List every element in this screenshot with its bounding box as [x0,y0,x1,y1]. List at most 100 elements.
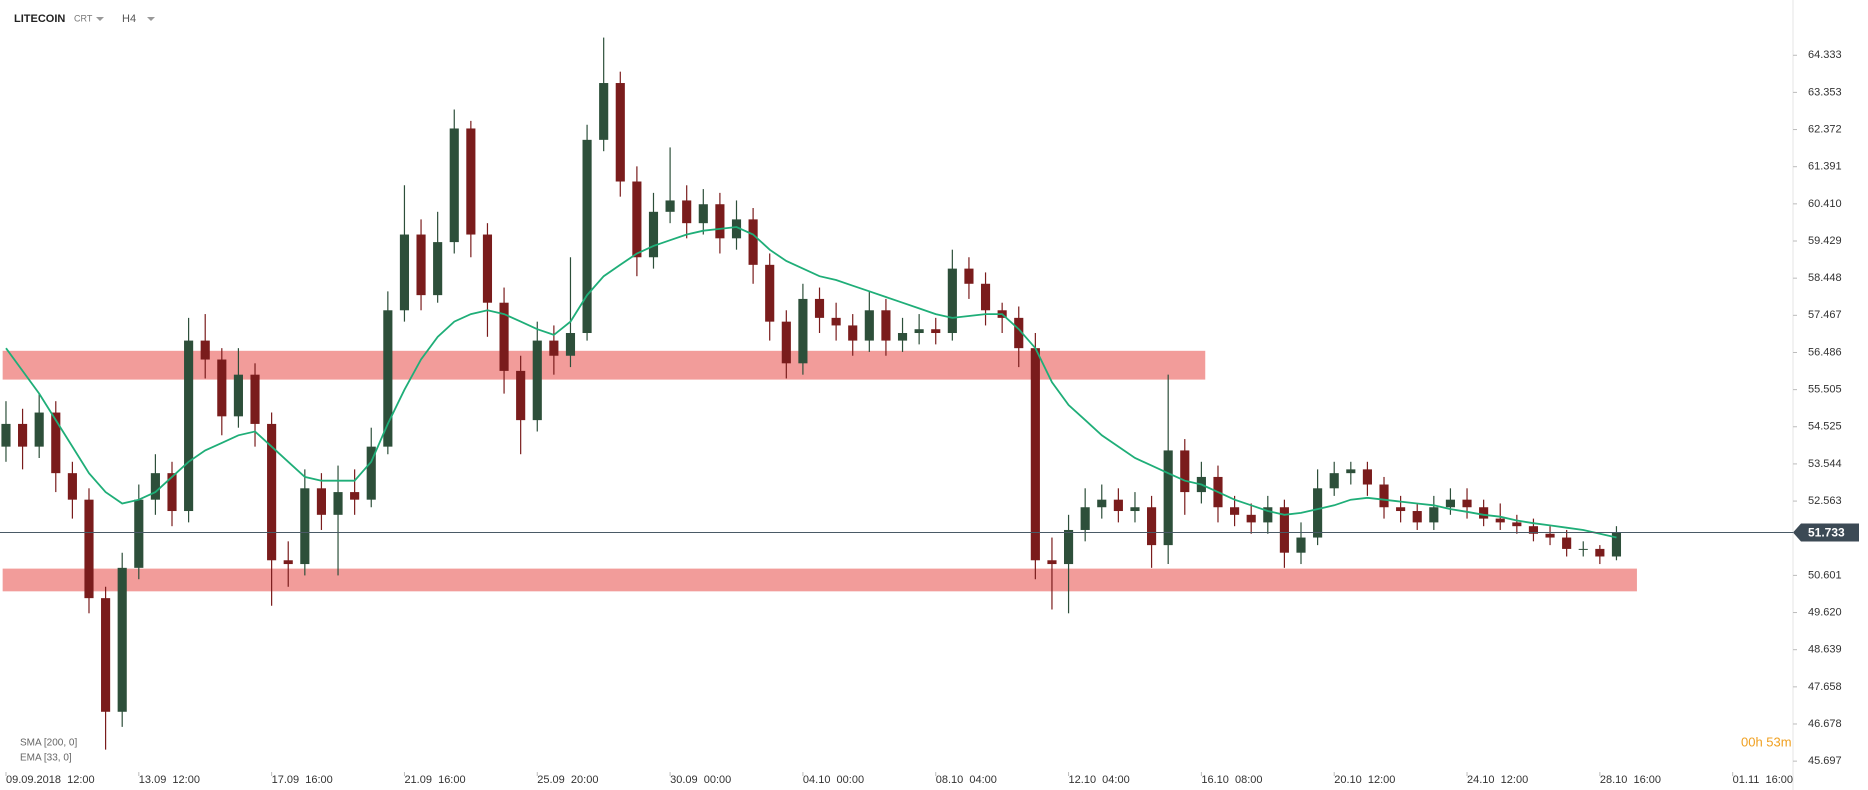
candle-body [599,83,609,140]
candle-body [1445,499,1455,508]
candle-body [250,374,260,424]
candle-body [499,302,509,371]
candle-body [698,204,708,224]
candle-body [881,310,891,341]
candle-body [848,325,858,341]
x-tick-label: 25.09 20:00 [537,774,598,786]
candle-body [84,499,94,599]
y-tick-label: 57.467 [1808,309,1842,321]
x-tick-label: 30.09 00:00 [670,774,731,786]
candle-body [1346,469,1356,474]
candle-body [1462,499,1472,508]
candle-body [482,234,493,303]
y-tick-label: 50.601 [1808,569,1842,581]
x-tick-label: 16.10 08:00 [1201,774,1262,786]
y-tick-label: 52.563 [1808,495,1842,507]
x-tick-label: 28.10 16:00 [1600,774,1661,786]
candle-body [383,310,393,447]
indicator-label[interactable]: SMA [200, 0] [20,738,77,749]
candle-body [101,598,111,712]
candle-body [200,340,210,360]
candle-body [715,204,725,239]
candle-body [267,423,277,561]
candle-body [1,423,11,447]
candle-body [831,317,841,326]
candle-body [1412,511,1422,523]
candle-body [914,329,924,334]
candle-body [765,264,775,322]
candle-body [366,446,376,500]
candle-body [1296,537,1306,553]
candle-body [648,211,659,258]
candle-body [1595,548,1605,557]
candle-body [300,488,310,565]
candle-body [1180,450,1190,493]
candle-body [1512,522,1522,527]
candle-body [980,283,991,311]
candle-body [1130,507,1140,512]
candle-body [549,340,559,356]
candle-body [615,83,625,182]
candle-body [632,181,642,258]
candle-body [1147,507,1157,546]
y-tick-label: 47.658 [1808,681,1842,693]
y-tick-label: 53.544 [1808,458,1842,470]
y-tick-label: 58.448 [1808,272,1842,284]
candle-body [18,423,28,447]
candle-body [1113,499,1123,512]
candle-body [1230,507,1240,515]
candle-body [1611,532,1622,557]
candle-body [1246,514,1256,523]
candle-body [433,242,443,296]
candle-body [1030,348,1040,561]
dropdown-arrow[interactable] [96,17,104,21]
candle-body [117,567,127,712]
candle-body [1396,507,1406,512]
candle-body [150,473,160,500]
candle-body [67,473,77,500]
candle-body [814,298,825,318]
support-resistance-zone [2,350,1206,380]
candle-body [1379,484,1389,508]
candle-body [748,219,758,265]
candle-body [1562,537,1572,549]
x-tick-label: 21.09 16:00 [404,774,465,786]
candle-body [316,488,326,515]
y-tick-label: 62.372 [1808,123,1842,135]
y-tick-label: 64.333 [1808,49,1842,61]
candle-body [1163,450,1173,546]
x-tick-label: 01.11 16:00 [1733,774,1793,786]
candle-body [1047,560,1057,565]
x-tick-label: 24.10 12:00 [1467,774,1528,786]
current-price-label: 51.733 [1808,526,1845,540]
y-tick-label: 56.486 [1808,346,1842,358]
candle-body [1528,526,1539,534]
candle-timer: 00h 53m [1741,734,1792,749]
candle-body [1014,317,1024,349]
symbol[interactable]: LITECOIN [14,13,65,25]
candle-body [416,234,426,296]
candle-body [947,268,957,334]
ema-line [5,226,1617,539]
candle-body [283,560,293,565]
y-tick-label: 45.697 [1808,755,1842,767]
candle-body [399,234,410,311]
candle-body [682,200,692,224]
x-tick-label: 13.09 12:00 [139,774,200,786]
current-price-tag [1793,523,1859,542]
x-tick-label: 04.10 00:00 [803,774,864,786]
source[interactable]: CRT [74,13,93,23]
candle-body [1545,533,1555,538]
timeframe[interactable]: H4 [122,13,136,25]
candle-body [1429,507,1439,523]
indicator-label[interactable]: EMA [33, 0] [20,753,72,764]
candle-body [466,128,476,235]
candle-body [184,340,194,512]
candle-body [350,492,360,500]
x-tick-label: 20.10 12:00 [1334,774,1395,786]
dropdown-arrow[interactable] [147,17,155,21]
x-tick-label: 17.09 16:00 [272,774,333,786]
x-tick-label: 09.09.2018 12:00 [6,774,95,786]
